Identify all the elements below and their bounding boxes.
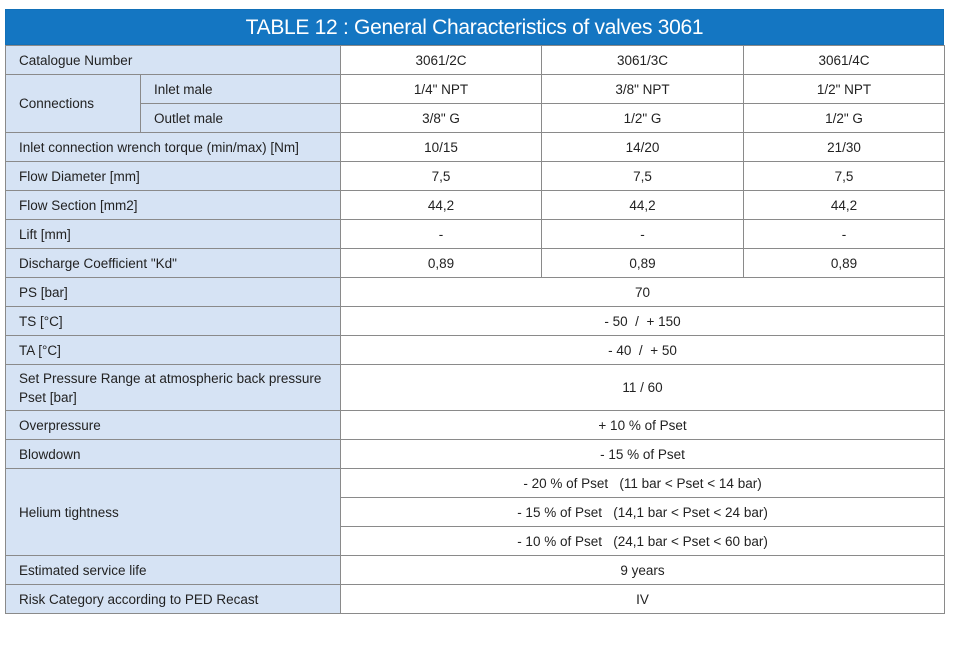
row-group-label: Connections bbox=[5, 74, 141, 133]
value-cell: 9 years bbox=[340, 555, 946, 585]
table-title: TABLE 12 : General Characteristics of va… bbox=[5, 9, 944, 45]
row-label: Flow Section [mm2] bbox=[4, 190, 342, 220]
table-row: Overpressure + 10 % of Pset bbox=[4, 410, 946, 440]
row-label: Overpressure bbox=[4, 410, 342, 440]
value-cell: 10/15 bbox=[340, 132, 543, 162]
value-cell: - bbox=[743, 219, 946, 249]
characteristics-table: Catalogue Number 3061/2C 3061/3C 3061/4C Con… bbox=[4, 45, 946, 614]
row-label: Blowdown bbox=[4, 439, 342, 469]
value-cell: 3/8" G bbox=[340, 103, 543, 133]
row-label: Estimated service life bbox=[4, 555, 342, 585]
value-cell: 44,2 bbox=[340, 190, 543, 220]
table-row: Risk Category according to PED Recast IV bbox=[4, 584, 946, 614]
row-label: Inlet connection wrench torque (min/max)… bbox=[4, 132, 342, 162]
value-cell: 3061/4C bbox=[743, 45, 946, 75]
value-cell: IV bbox=[340, 584, 946, 614]
table-row: Set Pressure Range at atmospheric back p… bbox=[4, 364, 946, 411]
row-label: Outlet male bbox=[139, 103, 342, 133]
value-cell: 11 / 60 bbox=[340, 364, 946, 411]
value-cell: 3061/3C bbox=[541, 45, 745, 75]
table-row: Helium tightness - 20 % of Pset (11 bar <… bbox=[4, 468, 946, 556]
value-cell: 1/2" NPT bbox=[743, 74, 946, 104]
table-row: Inlet connection wrench torque (min/max)… bbox=[4, 132, 946, 162]
value-cell: 1/4" NPT bbox=[340, 74, 543, 104]
row-label: Catalogue Number bbox=[4, 45, 342, 75]
value-cell: 0,89 bbox=[541, 248, 745, 278]
value-cell: - 20 % of Pset (11 bar < Pset < 14 bar) bbox=[340, 468, 946, 498]
value-cell: 3/8" NPT bbox=[541, 74, 745, 104]
value-cell: 1/2" G bbox=[541, 103, 745, 133]
row-label: Lift [mm] bbox=[4, 219, 342, 249]
value-cell: 70 bbox=[340, 277, 946, 307]
characteristics-table-container: TABLE 12 : General Characteristics of va… bbox=[4, 9, 946, 614]
value-cell: - 10 % of Pset (24,1 bar < Pset < 60 bar… bbox=[340, 526, 946, 556]
row-label: Inlet male bbox=[139, 74, 342, 104]
table-row: - 15 % of Pset (14,1 bar < Pset < 24 bar… bbox=[6, 497, 946, 527]
row-label: Discharge Coefficient "Kd" bbox=[4, 248, 342, 278]
table-row: TA [°C] - 40 / + 50 bbox=[4, 335, 946, 365]
value-cell: 7,5 bbox=[340, 161, 543, 191]
value-cell: - 15 % of Pset bbox=[340, 439, 946, 469]
value-cell: 21/30 bbox=[743, 132, 946, 162]
value-cell: - 40 / + 50 bbox=[340, 335, 946, 365]
table-row: - 10 % of Pset (24,1 bar < Pset < 60 bar… bbox=[6, 526, 946, 556]
value-cell: - 50 / + 150 bbox=[340, 306, 946, 336]
table-row: Discharge Coefficient "Kd" 0,89 0,89 0,89 bbox=[4, 248, 946, 278]
value-cell: - bbox=[541, 219, 745, 249]
value-cell: 44,2 bbox=[541, 190, 745, 220]
table-row: Lift [mm] - - - bbox=[4, 219, 946, 249]
value-cell: - 15 % of Pset (14,1 bar < Pset < 24 bar… bbox=[340, 497, 946, 527]
value-cell: 0,89 bbox=[743, 248, 946, 278]
value-cell: 14/20 bbox=[541, 132, 745, 162]
table-row: Flow Diameter [mm] 7,5 7,5 7,5 bbox=[4, 161, 946, 191]
value-cell: 44,2 bbox=[743, 190, 946, 220]
value-cell: 3061/2C bbox=[340, 45, 543, 75]
table-row: Flow Section [mm2] 44,2 44,2 44,2 bbox=[4, 190, 946, 220]
table-row: Connections Inlet male 1/4" NPT 3/8" NPT 1/2… bbox=[5, 74, 946, 133]
table-row: Blowdown - 15 % of Pset bbox=[4, 439, 946, 469]
table-row: TS [°C] - 50 / + 150 bbox=[4, 306, 946, 336]
value-cell: - bbox=[340, 219, 543, 249]
row-label: PS [bar] bbox=[4, 277, 342, 307]
row-label: Risk Category according to PED Recast bbox=[4, 584, 342, 614]
row-label: Flow Diameter [mm] bbox=[4, 161, 342, 191]
row-label: TA [°C] bbox=[4, 335, 342, 365]
row-label: TS [°C] bbox=[4, 306, 342, 336]
table-row: Catalogue Number 3061/2C 3061/3C 3061/4C bbox=[4, 45, 946, 75]
value-cell: + 10 % of Pset bbox=[340, 410, 946, 440]
value-cell: 7,5 bbox=[743, 161, 946, 191]
table-row: Outlet male 3/8" G 1/2" G 1/2" G bbox=[6, 103, 946, 133]
table-row: PS [bar] 70 bbox=[4, 277, 946, 307]
value-cell: 0,89 bbox=[340, 248, 543, 278]
row-group-label: Helium tightness bbox=[4, 468, 342, 556]
value-cell: 7,5 bbox=[541, 161, 745, 191]
value-cell: 1/2" G bbox=[743, 103, 946, 133]
table-row: Estimated service life 9 years bbox=[4, 555, 946, 585]
row-label: Set Pressure Range at atmospheric back p… bbox=[4, 364, 342, 411]
